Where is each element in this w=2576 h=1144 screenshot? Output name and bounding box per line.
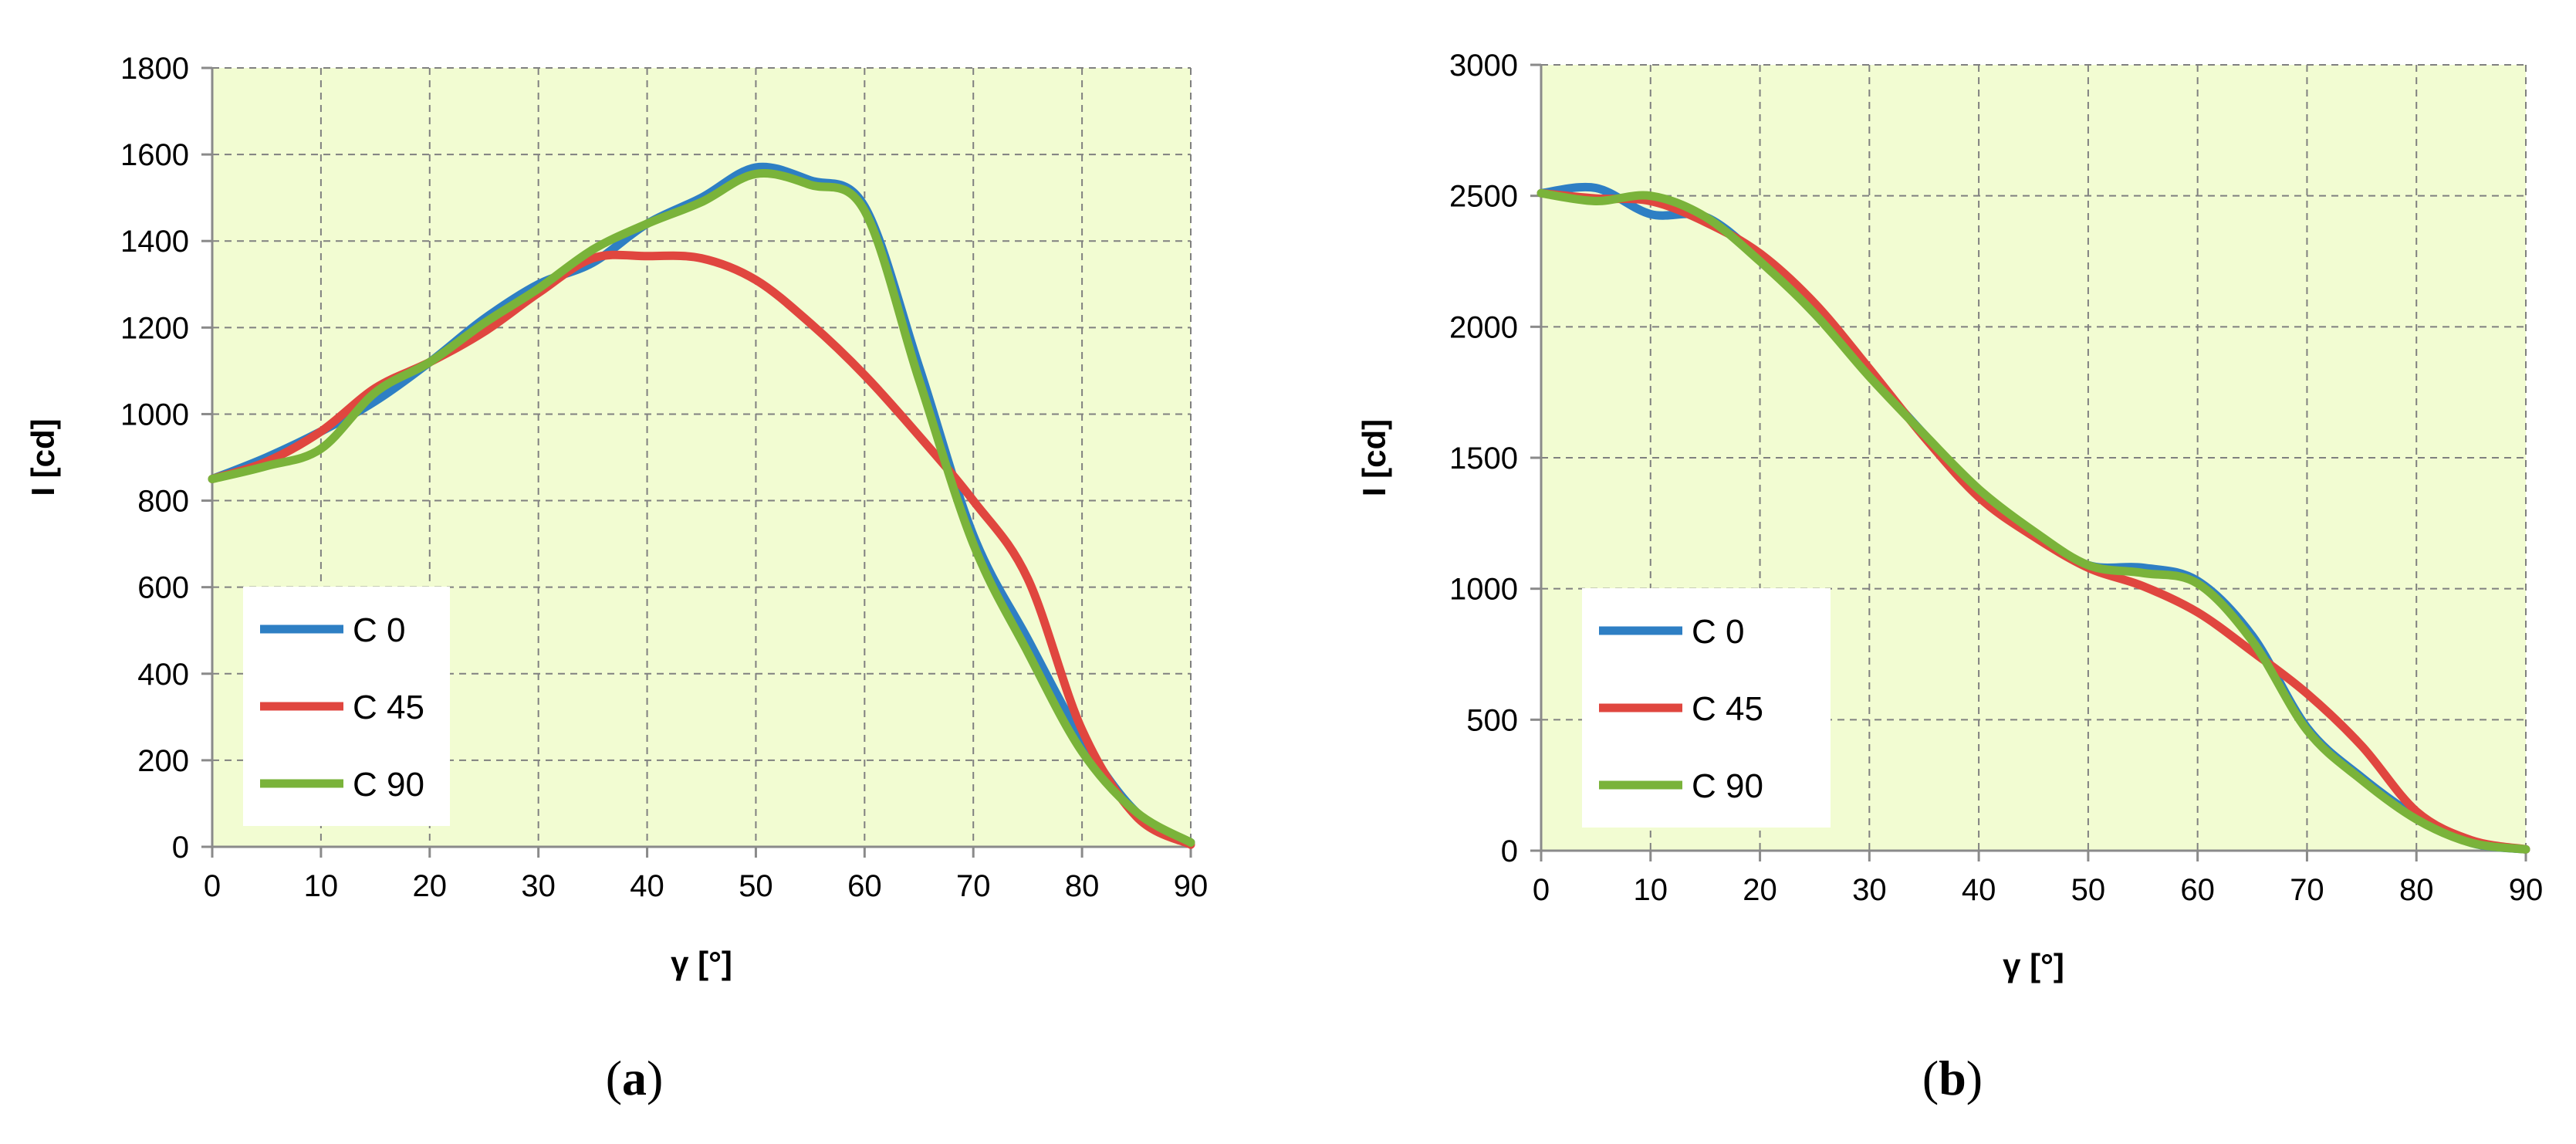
y-tick-label: 0 [1501, 834, 1518, 868]
legend-label: C 90 [353, 766, 424, 804]
x-tick-label: 20 [413, 869, 448, 903]
x-tick-label: 20 [1743, 873, 1777, 907]
x-axis-label: γ [°] [2003, 947, 2064, 983]
series-line-c90 [1536, 188, 2530, 854]
x-tick-label: 30 [1852, 873, 1887, 907]
panel-label: (b) [1922, 1051, 1983, 1105]
panel-letter: b [1939, 1051, 1966, 1105]
x-tick-label: 10 [304, 869, 339, 903]
x-tick-label: 0 [1533, 873, 1550, 907]
x-axis-label: γ [°] [671, 945, 732, 981]
x-tick-label: 40 [630, 869, 664, 903]
panel-label: (a) [606, 1051, 664, 1105]
x-tick-label: 10 [1634, 873, 1668, 907]
x-tick-label: 80 [1065, 869, 1100, 903]
y-tick-label: 1200 [120, 311, 189, 345]
x-tick-label: 30 [521, 869, 556, 903]
y-tick-label: 800 [137, 485, 189, 519]
chart-panel-b: 0 500 1000 1500 2000 2500 3000 0 10 20 30 40 50 60 70 8… [1356, 49, 2543, 1105]
series-line-c0 [208, 162, 1195, 847]
x-tick-label: 50 [739, 869, 773, 903]
legend-label: C 90 [1692, 767, 1763, 805]
x-tick-label: 90 [2509, 873, 2544, 907]
y-axis-label: I [cd] [25, 418, 61, 496]
y-tick-label: 3000 [1449, 49, 1518, 83]
chart-panel-a: 0 200 400 600 800 1000 1200 1400 1600 1800 0 10 20 30… [25, 52, 1208, 1105]
x-tick-label: 70 [2290, 873, 2324, 907]
panel-letter: a [622, 1051, 647, 1105]
legend-label: C 45 [1692, 690, 1763, 728]
y-tick-label: 400 [137, 658, 189, 692]
series-line-c90 [208, 169, 1195, 847]
legend-label: C 0 [1692, 613, 1744, 651]
x-tick-label: 60 [847, 869, 882, 903]
x-tick-label: 0 [204, 869, 221, 903]
legend-label: C 0 [353, 611, 405, 649]
x-tick-label: 80 [2399, 873, 2434, 907]
y-tick-label: 1600 [120, 138, 189, 172]
x-tick-label: 60 [2180, 873, 2215, 907]
y-tick-label: 1400 [120, 225, 189, 259]
y-tick-label: 2000 [1449, 310, 1518, 344]
y-tick-label: 500 [1466, 703, 1518, 737]
y-tick-label: 2500 [1449, 180, 1518, 214]
x-tick-label: 90 [1174, 869, 1209, 903]
y-tick-label: 600 [137, 571, 189, 605]
y-tick-label: 1000 [1449, 573, 1518, 607]
legend-label: C 45 [353, 689, 424, 726]
y-tick-label: 1500 [1449, 442, 1518, 476]
x-tick-label: 50 [2071, 873, 2106, 907]
y-axis-label: I [cd] [1356, 419, 1392, 496]
x-tick-label: 70 [956, 869, 991, 903]
y-tick-label: 0 [172, 831, 189, 865]
y-tick-label: 1800 [120, 52, 189, 86]
y-tick-label: 200 [137, 744, 189, 778]
y-tick-label: 1000 [120, 398, 189, 432]
x-tick-label: 40 [1962, 873, 1996, 907]
